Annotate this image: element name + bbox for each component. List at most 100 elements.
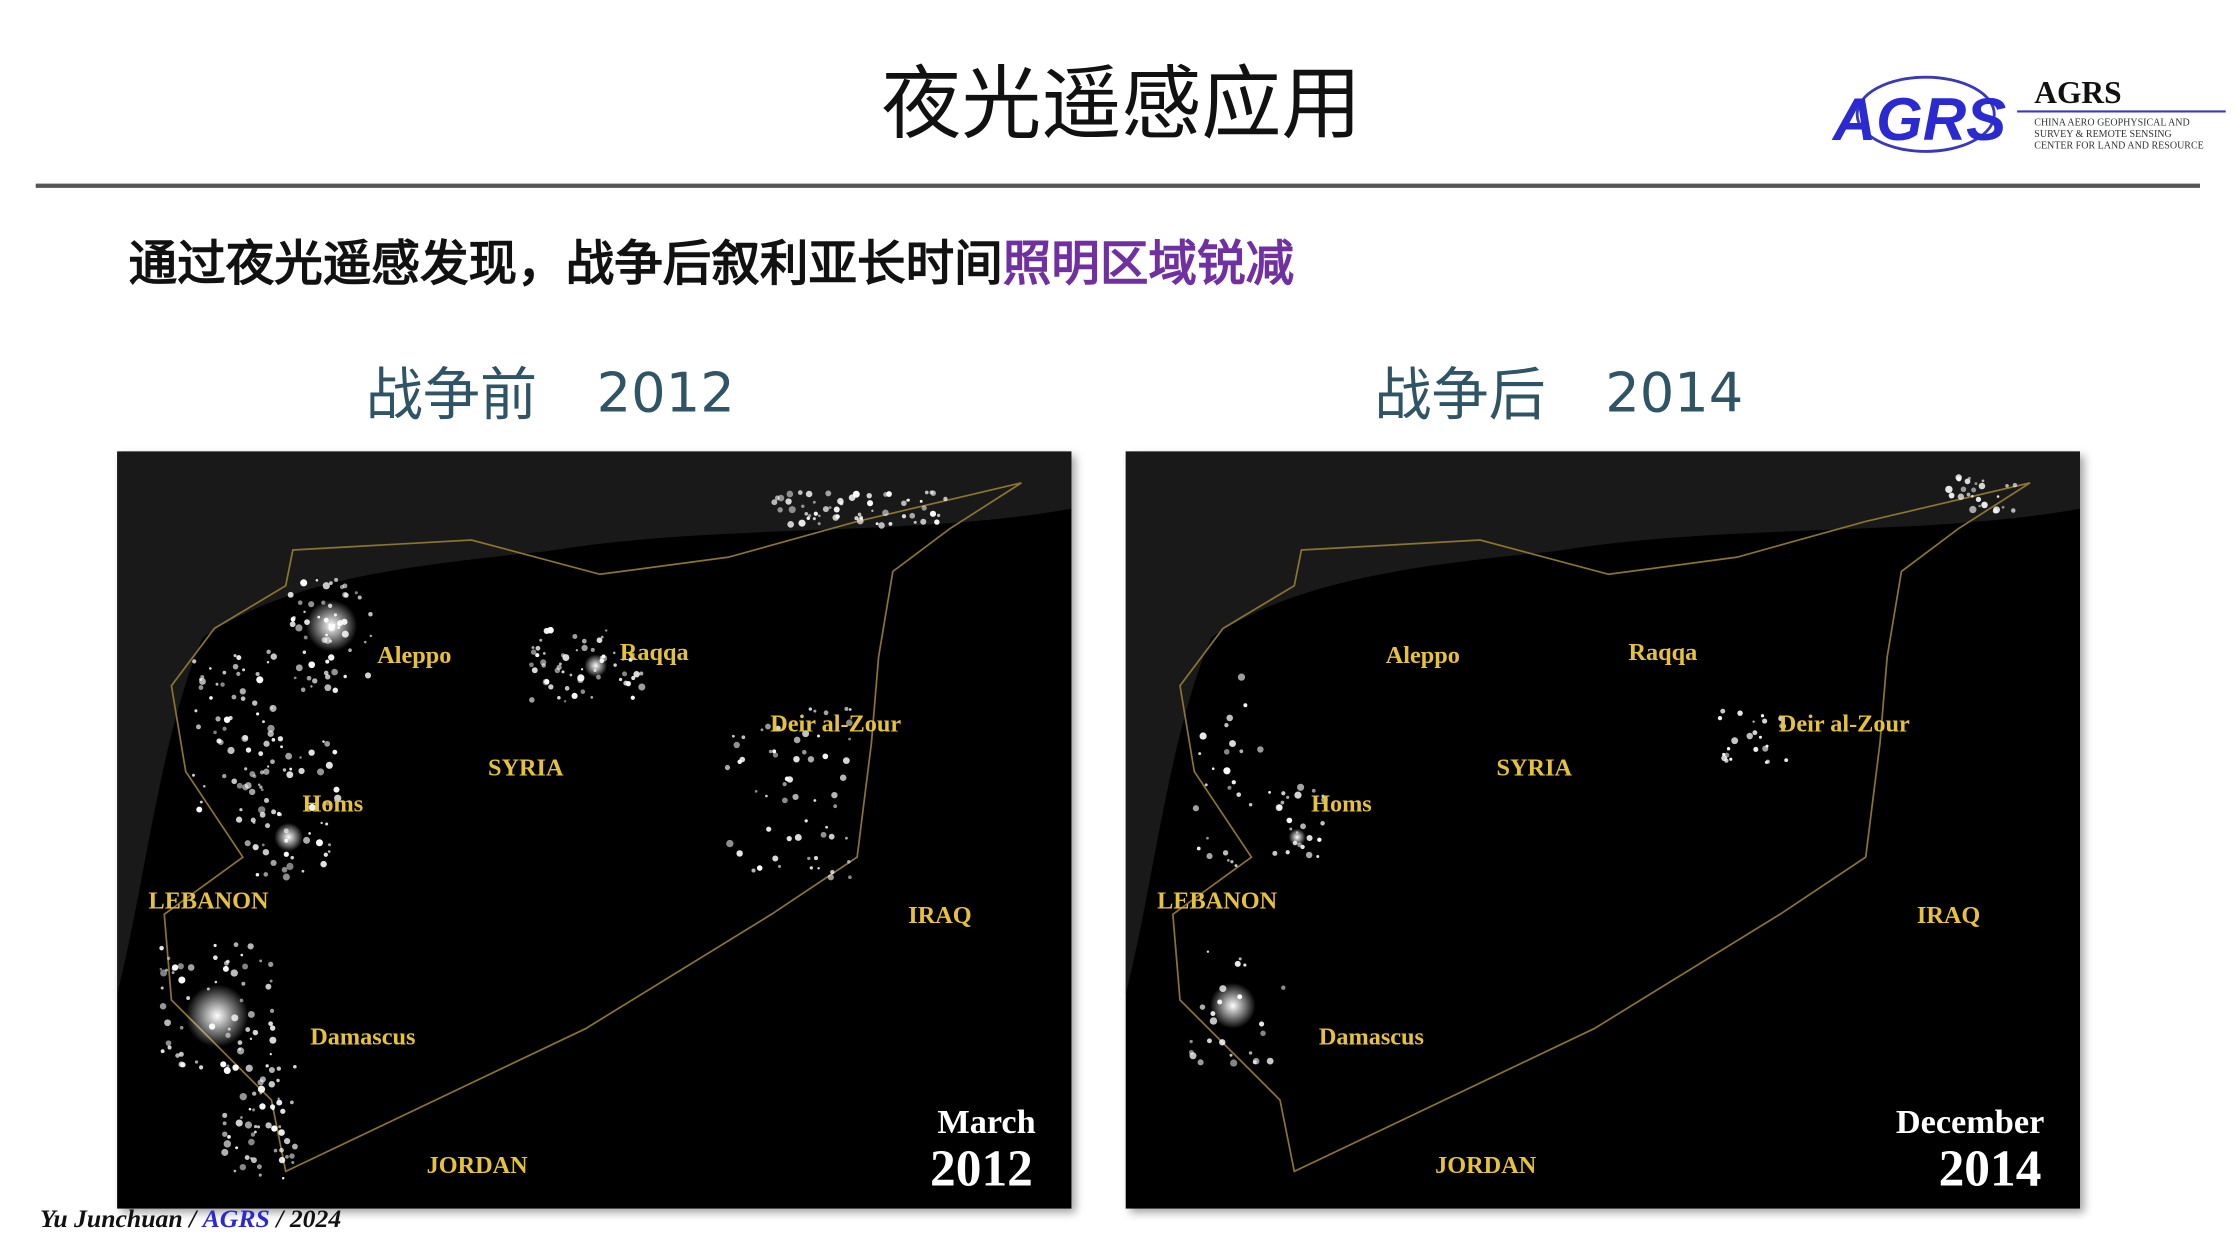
city-light [175,1053,180,1058]
city-light [846,719,853,727]
city-light [802,749,807,755]
city-light [315,578,319,582]
city-light [235,816,243,823]
city-light [544,679,550,685]
city-light [250,1132,256,1137]
city-light [1752,720,1755,723]
city-light [269,1036,277,1044]
city-light [828,833,835,840]
city-light [259,785,263,789]
city-light [263,872,269,877]
city-glow [185,984,249,1048]
city-light [267,730,274,737]
city-light [564,686,570,691]
city-light [830,869,835,875]
city-light [563,700,567,703]
city-light [1211,767,1215,770]
city-light [270,859,277,866]
city-light [768,749,773,754]
city-light [315,839,323,847]
logo-name: AGRS [2034,75,2121,110]
logo-line: CHINA AERO GEOPHYSICAL AND [2034,118,2189,129]
city-light [886,491,892,497]
city-light [1978,504,1982,508]
city-light [222,726,227,731]
city-light [1305,851,1313,859]
city-light [240,696,246,701]
slide-title: 夜光遥感应用 [881,57,1361,150]
city-light [529,697,535,703]
city-light [554,667,561,674]
city-light [159,945,164,951]
city-light [276,811,282,817]
city-light [269,704,277,712]
city-light [825,490,832,497]
city-light [839,774,847,782]
city-light [535,645,541,651]
city-light [254,1124,258,1129]
city-light [267,724,275,733]
city-light [303,836,311,844]
city-light [1206,950,1210,953]
city-light [919,499,923,503]
city-light [328,654,335,661]
city-light [798,519,806,527]
city-light [343,674,347,679]
city-light [199,800,203,804]
city-light [2005,483,2009,488]
city-light [333,786,340,793]
city-light [801,504,805,509]
city-light [277,736,284,742]
city-light [247,943,254,950]
city-light [571,692,578,699]
city-light [221,1148,229,1156]
city-light [1945,485,1953,494]
city-light [290,855,295,860]
city-light [233,654,237,658]
city-light [312,678,318,684]
subtitle: 通过夜光遥感发现，战争后叙利亚长时间照明区域锐减 [129,236,1295,292]
panel-heading: 战争前 [366,362,537,428]
city-light [1948,492,1955,499]
city-light [213,943,217,948]
city-light [327,850,331,853]
city-light [1978,482,1986,490]
city-light [298,767,305,775]
city-light [1964,478,1971,485]
panels: 战争前 2012 Aleppo Raqqa Deir al-Zour SYRIA Homs L… [117,361,2080,1209]
city-light [329,581,333,585]
city-light [1238,957,1242,961]
city-light [1760,714,1765,718]
footer-author: Yu Junchuan / [40,1204,199,1233]
city-light [171,964,179,971]
city-light [901,514,907,519]
city-light [357,595,362,600]
city-light [247,1011,255,1018]
city-light [580,668,584,671]
city-light [331,668,338,676]
city-light [301,869,305,873]
city-light [308,601,315,608]
city-light [332,749,338,755]
city-light [160,969,168,977]
city-light [271,809,277,815]
city-light [833,804,838,809]
city-light [194,709,198,713]
city-light [531,646,535,649]
city-light [775,725,781,731]
city-light [332,687,339,694]
city-light [1252,1057,1260,1065]
city-light [257,783,261,787]
city-light [278,1129,285,1136]
night-map: Aleppo Raqqa Deir al-Zour SYRIA Homs LEBANON I… [1125,451,2080,1209]
city-light [317,768,325,776]
city-light [265,1122,272,1129]
city-light [1206,1038,1212,1044]
city-light [1311,788,1316,793]
city-light [209,667,212,670]
map-date-year: 2014 [1939,1141,2042,1198]
map-label: Homs [303,790,364,817]
city-light [639,671,644,676]
city-light [613,663,617,667]
city-light [817,734,820,738]
